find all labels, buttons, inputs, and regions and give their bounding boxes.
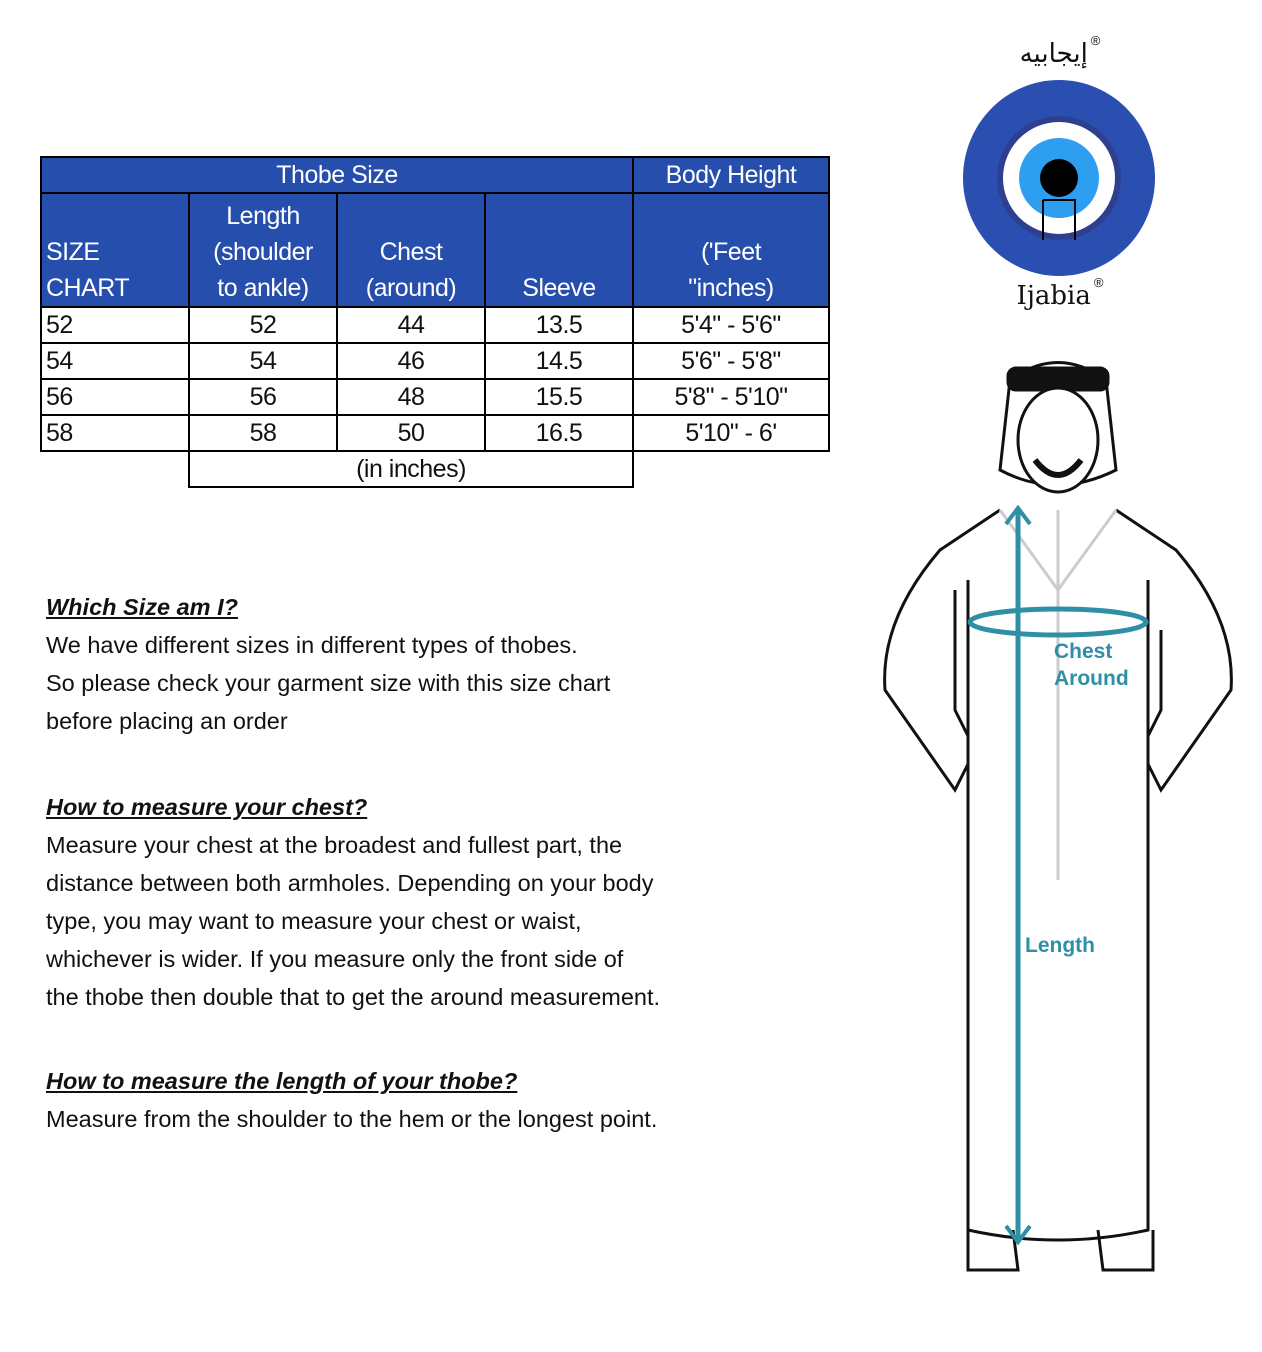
table-cell: 58 — [188, 414, 338, 452]
body-line: Measure from the shoulder to the hem or … — [46, 1106, 658, 1132]
table-row: 56 56 48 15.5 5'8" - 5'10" — [40, 378, 830, 416]
evil-eye-icon — [963, 80, 1155, 276]
registered-mark: ® — [1090, 33, 1101, 48]
table-cell: 56 — [40, 378, 190, 416]
column-header: Length (shoulder to ankle) — [188, 192, 338, 308]
table-cell: 5'6" - 5'8" — [632, 342, 830, 380]
column-header: ('Feet "inches) — [632, 192, 830, 308]
table-cell: 54 — [40, 342, 190, 380]
table-cell: 44 — [336, 306, 486, 344]
chest-around-label: Chest Around — [1054, 640, 1129, 690]
group-header-body-height: Body Height — [632, 156, 830, 194]
brand-logo: إيجابيه ® Ijabia ® — [955, 30, 1165, 330]
section-measure-chest: How to measure your chest? Measure your … — [46, 788, 660, 1016]
table-cell: 5'4" - 5'6" — [632, 306, 830, 344]
table-cell: 14.5 — [484, 342, 634, 380]
table-cell: 50 — [336, 414, 486, 452]
body-line: whichever is wider. If you measure only … — [46, 946, 624, 972]
unit-note: (in inches) — [188, 450, 634, 488]
table-row: 58 58 50 16.5 5'10" - 6' — [40, 414, 830, 452]
logo-arabic-line: إيجابيه ® — [955, 34, 1165, 74]
table-cell: 46 — [336, 342, 486, 380]
table-cell: 13.5 — [484, 306, 634, 344]
man-measurement-illustration — [883, 361, 1233, 1272]
table-cell: 5'10" - 6' — [632, 414, 830, 452]
body-line: So please check your garment size with t… — [46, 670, 611, 696]
logo-latin-text: Ijabia — [1016, 281, 1091, 311]
table-cell: 15.5 — [484, 378, 634, 416]
table-cell: 58 — [40, 414, 190, 452]
logo-arabic-text: إيجابيه — [1019, 39, 1088, 69]
size-chart-table: Thobe Size Body Height SIZE CHART Length (s… — [40, 156, 830, 488]
column-header: Chest (around) — [336, 192, 486, 308]
body-line: before placing an order — [46, 708, 288, 734]
chest-measure-ring — [967, 606, 1149, 638]
section-which-size: Which Size am I? We have different sizes… — [46, 588, 610, 740]
section-heading: How to measure the length of your thobe? — [46, 1068, 518, 1094]
logo-latin-line: Ijabia ® — [955, 276, 1165, 316]
section-heading: How to measure your chest? — [46, 794, 368, 820]
body-line: type, you may want to measure your chest… — [46, 908, 582, 934]
table-row: 54 54 46 14.5 5'6" - 5'8" — [40, 342, 830, 380]
table-cell: 52 — [40, 306, 190, 344]
length-label: Length — [1025, 934, 1095, 957]
column-header: SIZE CHART — [40, 192, 190, 308]
table-cell: 5'8" - 5'10" — [632, 378, 830, 416]
table-cell: 54 — [188, 342, 338, 380]
table-row: 52 52 44 13.5 5'4" - 5'6" — [40, 306, 830, 344]
body-line: distance between both armholes. Dependin… — [46, 870, 654, 896]
section-measure-length: How to measure the length of your thobe?… — [46, 1062, 657, 1138]
body-line: the thobe then double that to get the ar… — [46, 984, 661, 1010]
column-header: Sleeve — [484, 192, 634, 308]
group-header-thobe-size: Thobe Size — [40, 156, 634, 194]
body-line: Measure your chest at the broadest and f… — [46, 832, 623, 858]
table-cell: 48 — [336, 378, 486, 416]
body-line: We have different sizes in different typ… — [46, 632, 578, 658]
table-cell: 52 — [188, 306, 338, 344]
section-heading: Which Size am I? — [46, 594, 238, 620]
table-cell: 56 — [188, 378, 338, 416]
table-cell: 16.5 — [484, 414, 634, 452]
registered-mark: ® — [1093, 275, 1104, 290]
